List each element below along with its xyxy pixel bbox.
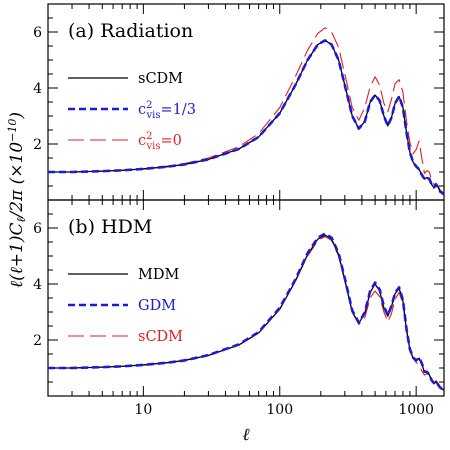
panel-title: (a) Radiation: [68, 20, 193, 42]
x-tick-label: 1000: [398, 402, 434, 418]
y-tick-label: 2: [33, 137, 42, 153]
y-axis-label: ℓ(ℓ+1)Cℓ/2π (×10−10): [6, 112, 28, 288]
series-lines: [48, 27, 445, 196]
legend: sCDM c2 vis=1/3 c2 vis=0: [68, 71, 196, 152]
series-line-1: [48, 232, 445, 392]
legend-label-scdm: sCDM: [138, 329, 183, 345]
legend-label-cvis-zero: c2 vis=0: [138, 131, 182, 152]
series-line-1: [48, 39, 445, 196]
panel-hdm: 2 4 6 10 100 1000 (b) HDM MDM GDM sCDM: [33, 199, 445, 418]
series-lines: [48, 232, 445, 392]
axis-ticks: 2 4 6 10 100 1000: [33, 200, 444, 418]
y-tick-label: 4: [33, 277, 42, 293]
x-tick-label: 100: [266, 402, 293, 418]
y-tick-label: 4: [33, 81, 42, 97]
series-line-2: [48, 27, 445, 194]
legend-label-gdm: GDM: [138, 298, 176, 314]
panel-title: (b) HDM: [68, 216, 152, 238]
x-tick-label: 10: [134, 402, 152, 418]
legend-label-cvis-third: c2 vis=1/3: [138, 100, 196, 121]
legend-label-mdm: MDM: [138, 267, 179, 283]
panel-radiation: 2 4 6 (a) Radiation sCDM c2 vis=1/3 c2 vis=0: [33, 3, 445, 201]
y-tick-label: 6: [33, 221, 42, 237]
x-axis-label: ℓ: [242, 425, 249, 445]
axis-ticks: 2 4 6: [33, 4, 444, 200]
y-tick-label: 6: [33, 25, 42, 41]
y-tick-label: 2: [33, 333, 42, 349]
legend: MDM GDM sCDM: [68, 267, 183, 345]
legend-label-scdm: sCDM: [138, 71, 183, 87]
